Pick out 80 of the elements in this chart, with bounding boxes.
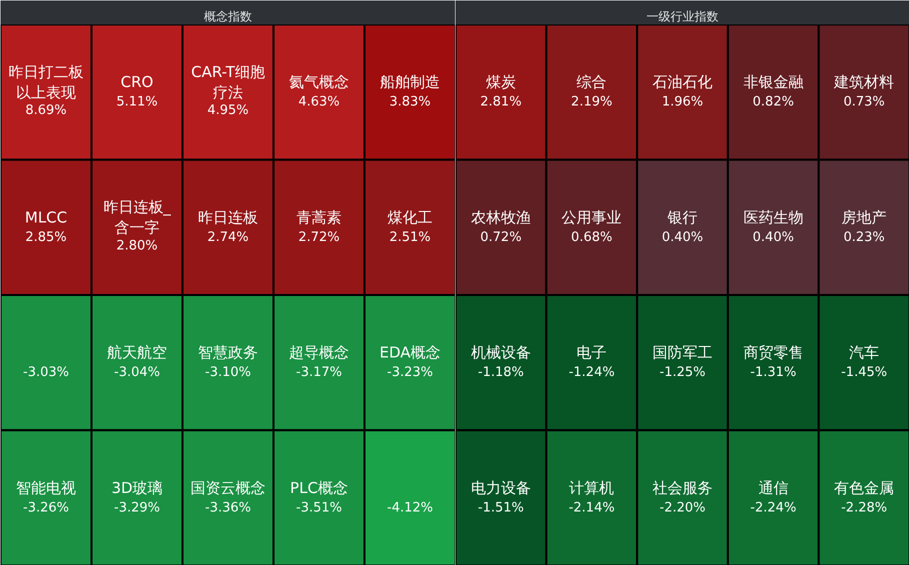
data-label: -3.10% <box>205 365 252 380</box>
category-label: CAR-T细胞疗法 <box>191 62 265 102</box>
category-label: EDA概念 <box>379 344 441 362</box>
category-label: 石油石化 <box>652 73 712 92</box>
data-label: 5.11% <box>116 94 158 110</box>
category-label: 煤炭 <box>486 73 516 92</box>
data-label: -3.04% <box>114 365 160 380</box>
data-label: 2.80% <box>116 238 158 254</box>
data-label: 0.23% <box>843 230 885 245</box>
data-label: 0.68% <box>571 230 612 245</box>
data-label: 2.72% <box>298 230 340 245</box>
data-label: 0.40% <box>752 230 794 245</box>
data-label: -2.24% <box>750 500 796 516</box>
category-label: 机械设备 <box>470 344 531 362</box>
category-label: CRO <box>120 73 154 92</box>
data-label: 0.72% <box>480 230 522 245</box>
category-label: 昨日连板_含一字 <box>103 198 172 237</box>
category-label: MLCC <box>24 208 68 226</box>
data-label: -2.28% <box>841 500 888 516</box>
category-label: 智能电视 <box>16 478 76 497</box>
category-label: 国资云概念 <box>190 478 266 497</box>
data-label: 2.19% <box>571 94 612 110</box>
category-label: 氦气概念 <box>289 73 349 92</box>
data-label: 2.85% <box>25 230 67 245</box>
data-label: 0.82% <box>752 94 794 110</box>
data-label: -1.31% <box>750 365 796 380</box>
data-label: -2.14% <box>568 500 615 516</box>
data-label: -1.51% <box>478 500 524 516</box>
data-label: -3.29% <box>114 500 160 516</box>
data-label: 4.63% <box>298 94 340 110</box>
data-label: -1.25% <box>660 365 706 380</box>
category-label: 计算机 <box>569 478 614 497</box>
data-label: -3.17% <box>296 365 342 380</box>
category-label: 煤化工 <box>388 208 432 226</box>
data-label: 8.69% <box>25 103 67 118</box>
data-label: 4.95% <box>207 103 249 118</box>
category-label: 通信 <box>758 478 788 497</box>
category-label: 3D玻璃 <box>111 478 163 497</box>
category-label: 昨日打二板以上表现 <box>8 62 84 102</box>
text: 概念指数 <box>204 10 252 24</box>
data-label: 2.74% <box>207 230 249 245</box>
category-label: 农林牧渔 <box>470 208 531 226</box>
data-label: -3.03% <box>23 365 70 380</box>
category-label: 非银金融 <box>743 73 804 92</box>
data-label: -1.18% <box>478 365 524 380</box>
category-label: 公用事业 <box>562 208 622 226</box>
category-label: 电力设备 <box>470 478 531 497</box>
data-label: 1.96% <box>662 94 704 110</box>
category-label: 建筑材料 <box>833 73 894 92</box>
data-label: -1.24% <box>568 365 615 380</box>
data-label: 0.40% <box>662 230 704 245</box>
category-label: 智慧政务 <box>198 344 258 362</box>
category-label: 昨日连板 <box>198 208 258 226</box>
data-label: -3.51% <box>296 500 342 516</box>
data-label: -2.20% <box>660 500 706 516</box>
category-label: 国防军工 <box>652 344 712 362</box>
data-label: -3.23% <box>387 365 434 380</box>
category-label: 有色金属 <box>834 478 894 497</box>
category-label: 超导概念 <box>289 344 349 362</box>
data-label: 3.83% <box>389 94 431 110</box>
category-label: 青蒿素 <box>296 208 342 226</box>
data-label: 2.51% <box>389 230 431 245</box>
category-label: 综合 <box>576 73 607 92</box>
data-label: -4.12% <box>387 500 434 516</box>
data-label: -3.36% <box>205 500 252 516</box>
category-label: 汽车 <box>849 344 880 362</box>
data-label: 2.81% <box>480 94 522 110</box>
category-label: 商贸零售 <box>743 344 804 362</box>
data-label: 0.73% <box>843 94 885 110</box>
text: 一级行业指数 <box>646 10 718 24</box>
category-label: 航天航空 <box>107 344 167 362</box>
category-label: 电子 <box>576 344 607 362</box>
category-label: 房地产 <box>842 208 887 226</box>
category-label: 医药生物 <box>743 208 804 226</box>
category-label: 社会服务 <box>652 478 712 497</box>
category-label: 银行 <box>666 208 698 226</box>
data-label: -3.26% <box>23 500 70 516</box>
category-label: 船舶制造 <box>380 73 440 92</box>
category-label: PLC概念 <box>290 478 348 497</box>
data-label: -1.45% <box>841 365 888 380</box>
